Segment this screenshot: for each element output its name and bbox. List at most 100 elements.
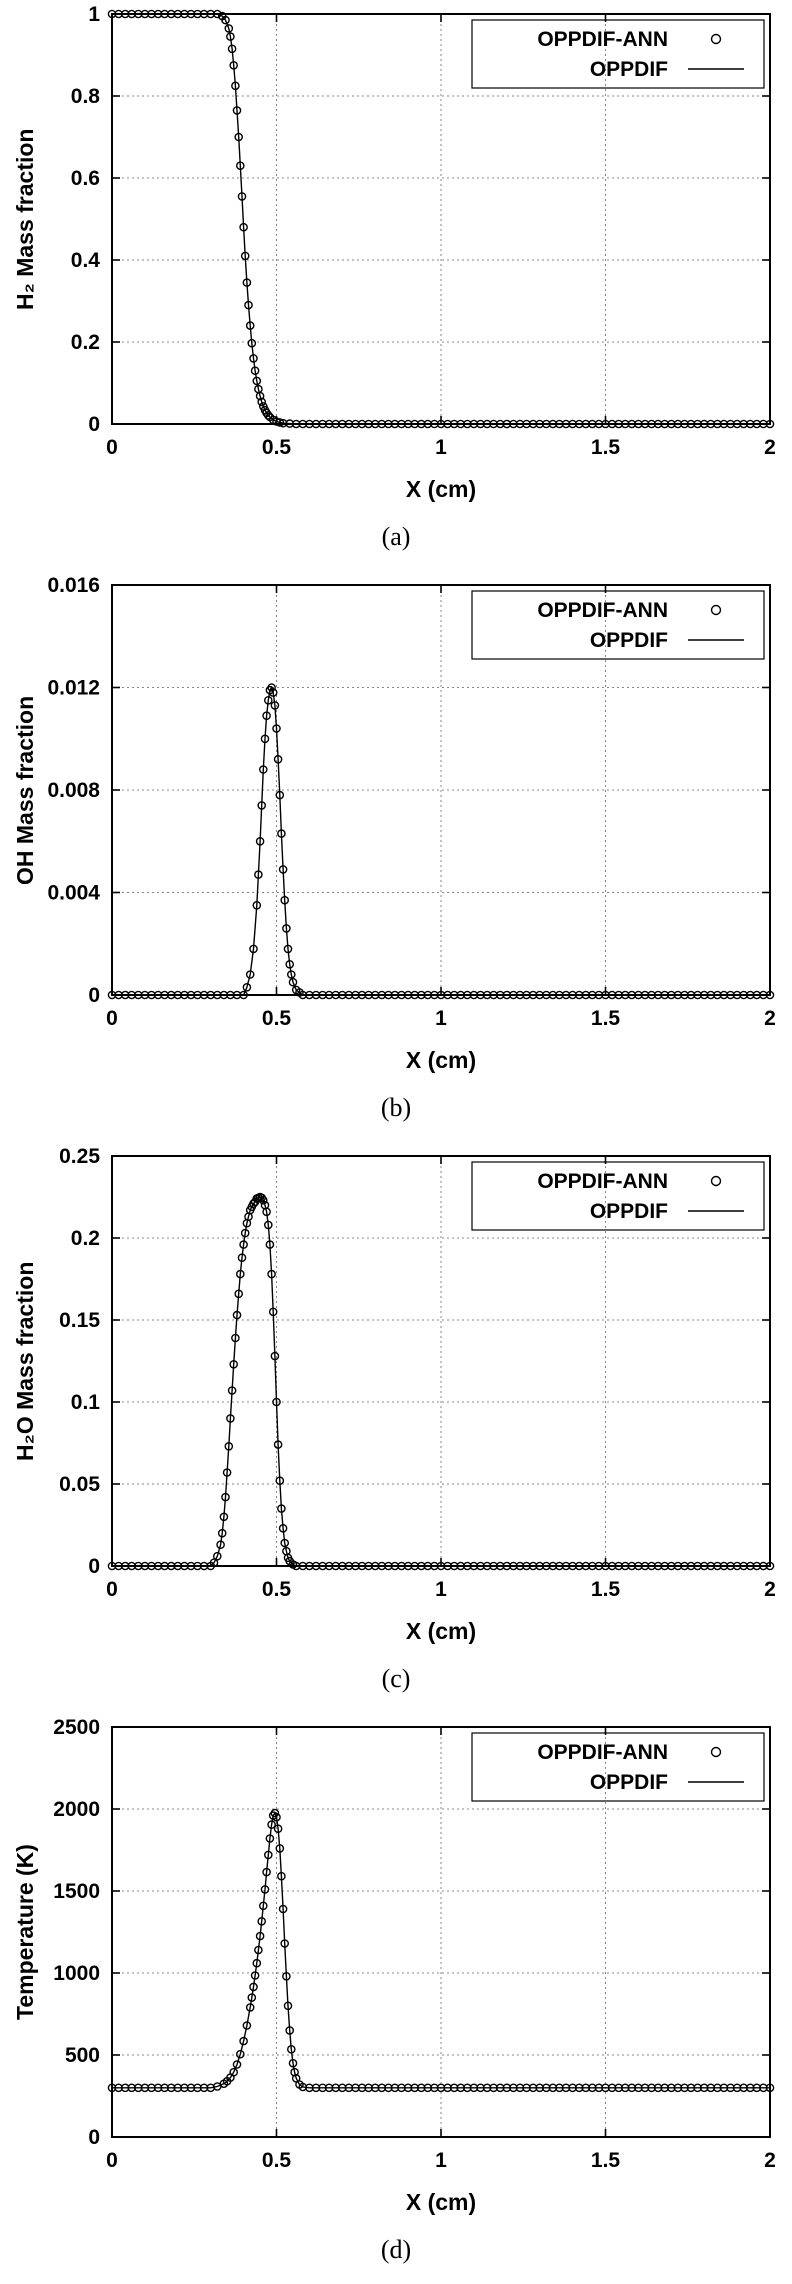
x-axis-label: X (cm) (405, 1047, 477, 1073)
svg-text:500: 500 (65, 2044, 100, 2067)
legend-label: OPPDIF-ANN (537, 599, 668, 622)
svg-text:0.012: 0.012 (47, 677, 100, 700)
svg-text:0.8: 0.8 (71, 85, 101, 108)
oppdif-ann-marker-series (107, 1808, 775, 2093)
svg-text:0: 0 (106, 2149, 118, 2172)
plot-area-c: 0 0.5 1 1.5 200.050.10.150.20.25OPPDIF-ANNOP… (59, 1145, 776, 1601)
svg-text:0: 0 (106, 1578, 118, 1601)
grid-lines (111, 1726, 771, 2138)
svg-text:1.5: 1.5 (591, 1578, 621, 1601)
legend-circle-marker (710, 1746, 722, 1758)
svg-text:1: 1 (435, 1007, 447, 1030)
chart-a: H₂ Mass fraction 0 0.5 1 1.5 2 0 0.2 0.4 0.6 0.8 1… (0, 0, 792, 571)
x-tick-labels: 0 0.5 1 1.5 2 (106, 1578, 776, 1601)
x-tick-labels: 0 0.5 1 1.5 2 (106, 1007, 776, 1030)
oppdif-ann-marker-series (107, 683, 775, 1000)
svg-text:0.5: 0.5 (262, 436, 292, 459)
grid-lines (111, 584, 771, 996)
legend: OPPDIF-ANN OPPDIF (471, 590, 765, 660)
oppdif-line-series (112, 1811, 770, 2089)
x-axis-label: X (cm) (405, 1618, 477, 1644)
svg-text:0.016: 0.016 (47, 574, 100, 597)
svg-text:2: 2 (764, 436, 776, 459)
svg-text:1.5: 1.5 (591, 2149, 621, 2172)
svg-text:2: 2 (764, 1578, 776, 1601)
legend-label: OPPDIF (590, 629, 668, 652)
chart-c: H₂O Mass fraction 0 0.5 1 1.5 2 0 0.05 0.1 0.15 0… (0, 1142, 792, 1713)
caption-c: (c) (381, 1664, 411, 1693)
svg-text:1: 1 (435, 1578, 447, 1601)
oppdif-line-series (112, 685, 770, 996)
svg-text:1.5: 1.5 (591, 436, 621, 459)
svg-text:0: 0 (88, 1555, 100, 1578)
chart-b: OH Mass fraction 0 0.5 1 1.5 2 0 0.004 0.008 0.0… (0, 571, 792, 1142)
svg-text:0.25: 0.25 (59, 1145, 100, 1168)
x-tick-labels: 0 0.5 1 1.5 2 (106, 2149, 776, 2172)
svg-text:0.4: 0.4 (71, 249, 101, 272)
legend: OPPDIF-ANN OPPDIF (471, 1161, 765, 1231)
oppdif-ann-marker-series (107, 9, 775, 429)
svg-text:0.008: 0.008 (47, 779, 100, 802)
svg-text:0.1: 0.1 (71, 1391, 101, 1414)
svg-text:1: 1 (88, 3, 100, 26)
plot-area-a: 0 0.5 1 1.5 2 0 0.2 0.4 0.6 0.8 1 OPPDIF-ANN OPPDIF (71, 3, 776, 459)
svg-text:0: 0 (88, 2126, 100, 2149)
svg-text:0.004: 0.004 (47, 882, 100, 905)
oppdif-line-series (112, 1196, 770, 1567)
svg-text:0: 0 (106, 436, 118, 459)
x-axis-label: X (cm) (405, 476, 477, 502)
legend: OPPDIF-ANN OPPDIF (471, 1732, 765, 1802)
legend-box (471, 1732, 765, 1802)
legend-box (471, 590, 765, 660)
svg-text:0.5: 0.5 (262, 1007, 292, 1030)
chart-d: Temperature (K) 0 0.5 1 1.5 2 0 500 1000 1500 200… (0, 1713, 792, 2284)
svg-text:0.5: 0.5 (262, 2149, 292, 2172)
legend-label: OPPDIF (590, 58, 668, 81)
svg-text:0: 0 (88, 413, 100, 436)
x-tick-labels: 0 0.5 1 1.5 2 (106, 436, 776, 459)
svg-text:0.2: 0.2 (71, 331, 100, 354)
svg-text:0: 0 (106, 1007, 118, 1030)
legend: OPPDIF-ANN OPPDIF (471, 19, 765, 89)
legend-label: OPPDIF-ANN (537, 28, 668, 51)
svg-text:1.5: 1.5 (591, 1007, 621, 1030)
svg-text:0.2: 0.2 (71, 1227, 100, 1250)
svg-text:0.05: 0.05 (59, 1473, 100, 1496)
caption-b: (b) (380, 1093, 412, 1122)
svg-text:0.6: 0.6 (71, 167, 100, 190)
x-axis-label: X (cm) (405, 2189, 477, 2215)
svg-text:1: 1 (435, 436, 447, 459)
grid-lines (111, 1155, 771, 1567)
svg-text:1000: 1000 (53, 1962, 100, 1985)
svg-text:1: 1 (435, 2149, 447, 2172)
y-tick-labels: 0 0.004 0.008 0.012 0.016 (47, 574, 100, 1007)
legend-label: OPPDIF-ANN (537, 1741, 668, 1764)
legend-label: OPPDIF-ANN (537, 1170, 668, 1193)
y-tick-labels: 0 0.05 0.1 0.15 0.2 0.25 (59, 1145, 100, 1578)
svg-text:2: 2 (764, 1007, 776, 1030)
svg-text:2000: 2000 (53, 1798, 100, 1821)
y-tick-labels: 0 0.2 0.4 0.6 0.8 1 (71, 3, 101, 436)
svg-text:1500: 1500 (53, 1880, 100, 1903)
plot-area-b: 0 0.5 1 1.5 2 0 0.004 0.008 0.012 0.016 OPPDIF-ANN… (47, 574, 776, 1030)
plot-border (111, 1726, 771, 2138)
svg-text:0: 0 (88, 984, 100, 1007)
legend-label: OPPDIF (590, 1771, 668, 1794)
legend-label: OPPDIF (590, 1200, 668, 1223)
caption-a: (a) (381, 522, 411, 551)
plot-area-d: 0 0.5 1 1.5 205001000150020002500OPPDIF-ANNO… (53, 1716, 776, 2172)
svg-text:2500: 2500 (53, 1716, 100, 1739)
legend-circle-marker (710, 1175, 722, 1187)
y-tick-labels: 0 500 1000 1500 2000 2500 (53, 1716, 100, 2149)
legend-box (471, 19, 765, 89)
legend-circle-marker (710, 33, 722, 45)
oppdif-ann-marker-series (107, 1192, 775, 1571)
svg-text:0.15: 0.15 (59, 1309, 100, 1332)
svg-text:2: 2 (764, 2149, 776, 2172)
svg-text:0.5: 0.5 (262, 1578, 292, 1601)
legend-circle-marker (710, 604, 722, 616)
caption-d: (d) (380, 2235, 412, 2264)
legend-box (471, 1161, 765, 1231)
grid-lines (111, 13, 771, 425)
